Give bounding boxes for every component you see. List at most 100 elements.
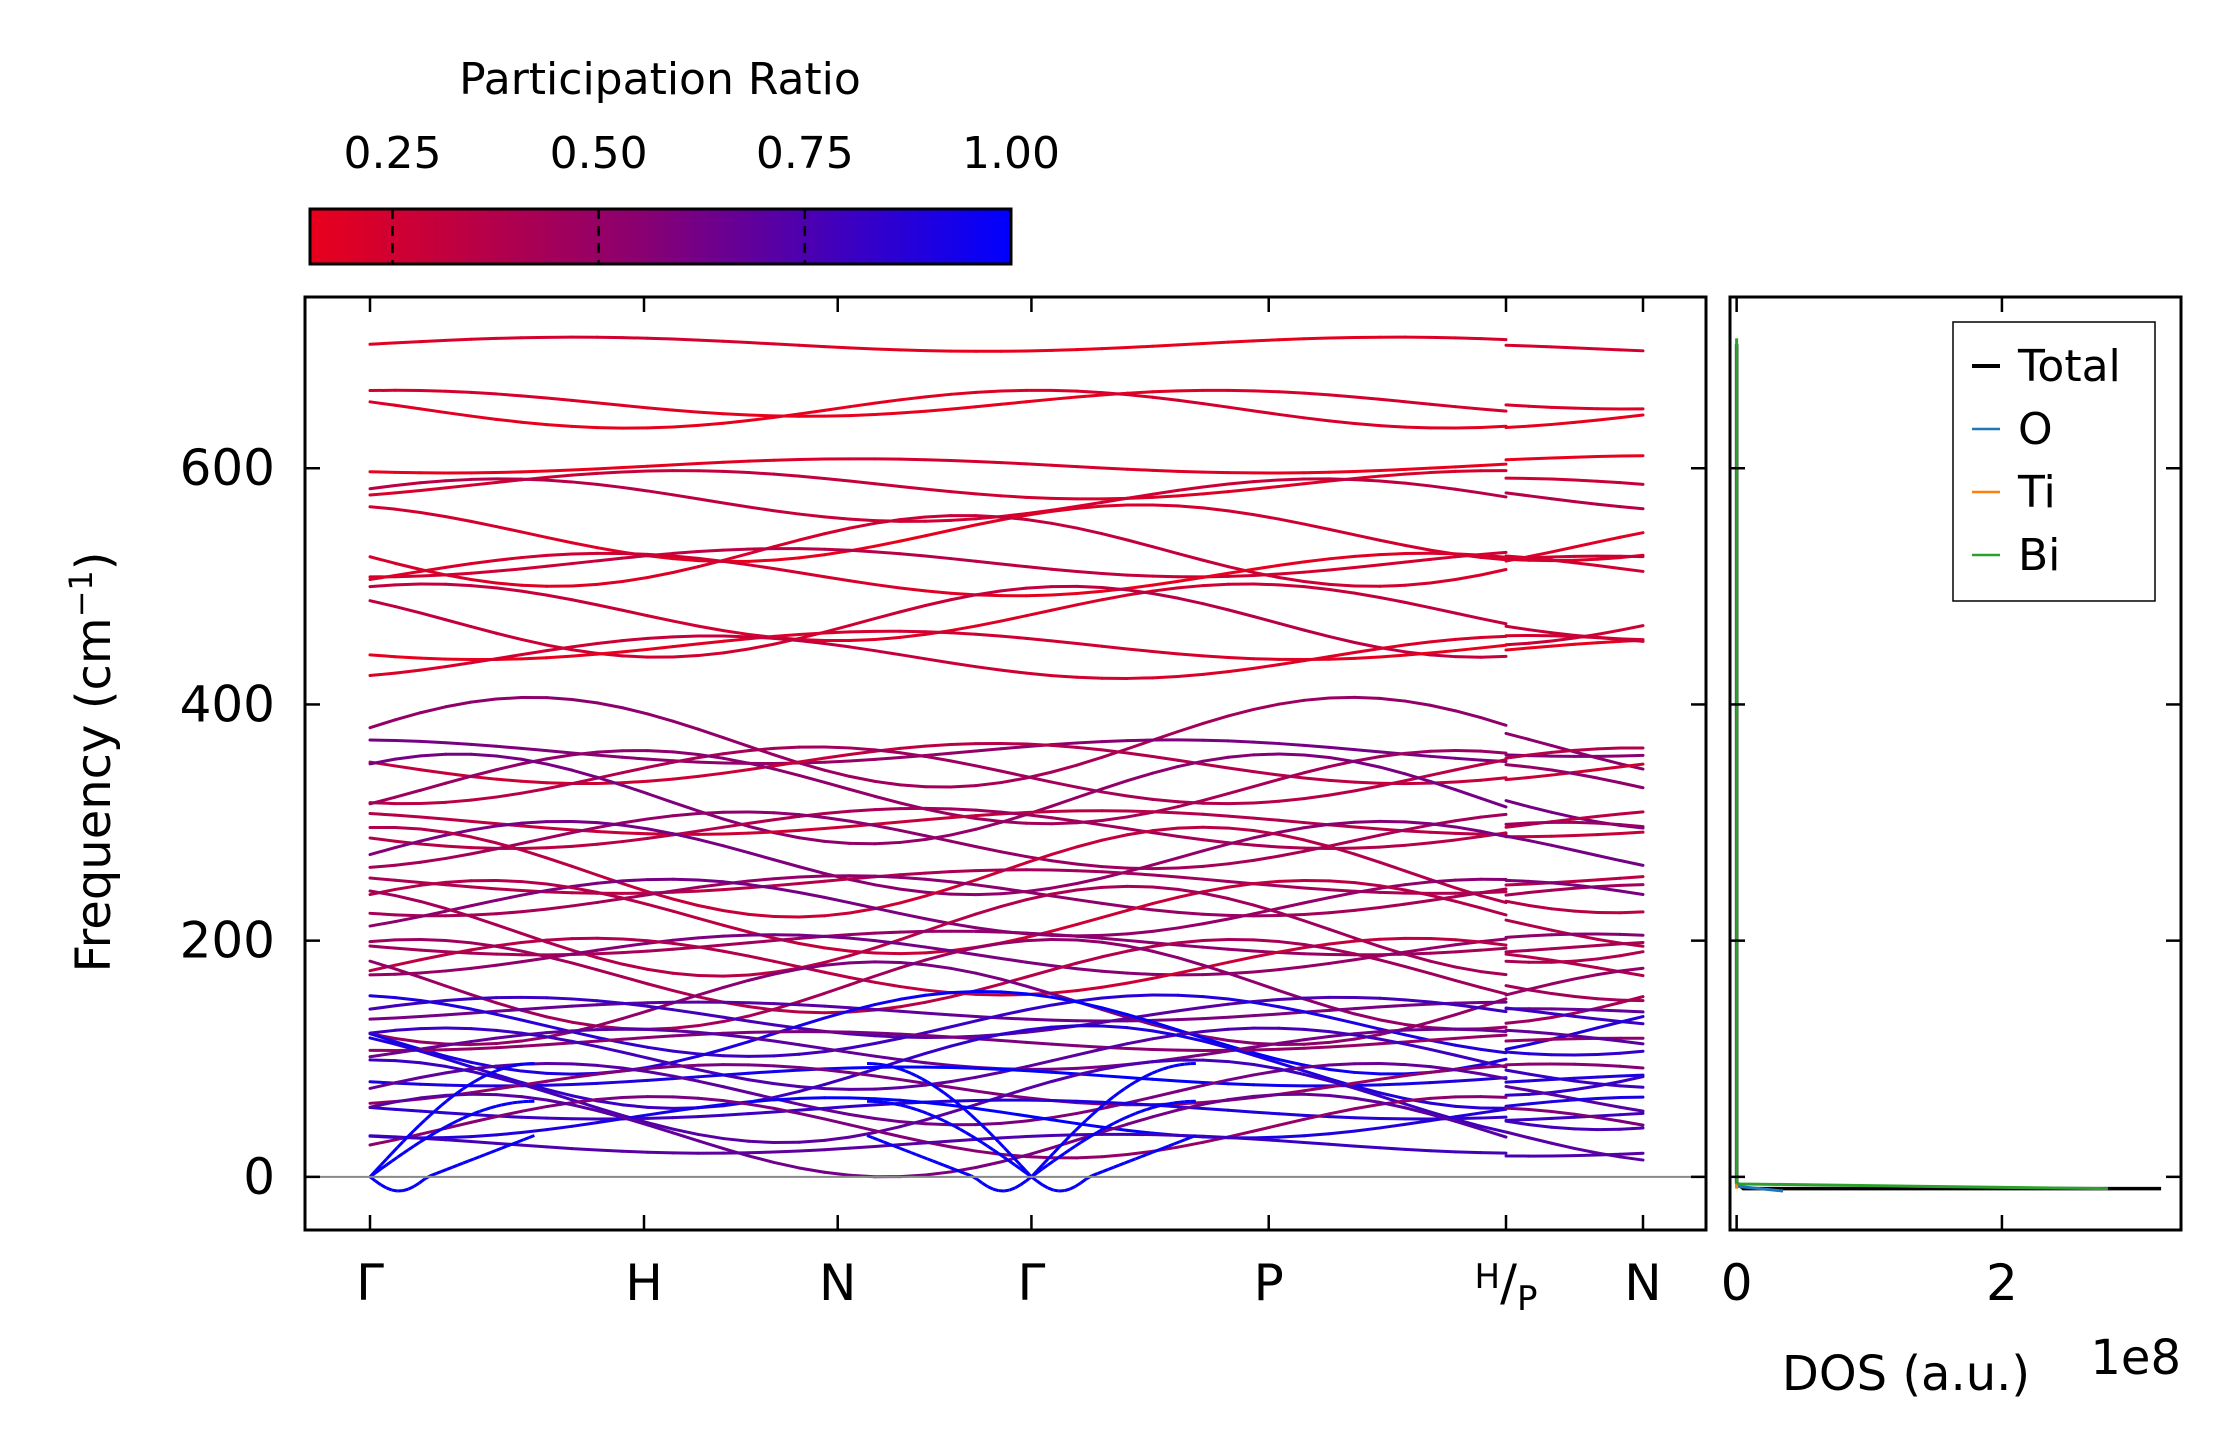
band-46-seg	[999, 1119, 1028, 1125]
band-48-seg	[444, 1111, 473, 1117]
band-29-seg	[1050, 888, 1079, 896]
band-11-seg	[1226, 608, 1256, 619]
band-5-seg	[1573, 500, 1599, 506]
band-21-seg	[1201, 838, 1230, 845]
band-7-seg	[1226, 565, 1256, 574]
acoustic-branch-2-seg	[1035, 1163, 1044, 1172]
band-15-seg	[1403, 752, 1432, 758]
band-38-seg	[1454, 1043, 1483, 1051]
band-39-seg	[898, 993, 927, 1001]
band-43-seg	[949, 1038, 978, 1048]
band-13-seg	[873, 649, 902, 657]
band-42-seg	[1201, 1027, 1230, 1033]
acoustic-branch-2-seg	[1123, 1083, 1131, 1090]
band-5-seg	[418, 479, 448, 485]
band-45-seg	[1479, 1064, 1508, 1069]
band-13-seg	[1353, 647, 1382, 655]
band-18-seg	[418, 781, 448, 792]
band-24-seg	[822, 911, 852, 918]
band-22-seg	[1504, 821, 1531, 826]
acoustic-branch-0-seg	[1140, 1153, 1148, 1159]
band-40-seg	[469, 1046, 498, 1051]
band-5-seg	[1327, 477, 1357, 482]
acoustic-branch-2-seg	[484, 1071, 492, 1078]
band-8-seg	[1378, 560, 1407, 567]
band-14-seg	[1527, 737, 1554, 748]
band-6-seg	[1573, 557, 1599, 562]
acoustic-branch-0-seg	[1091, 1172, 1098, 1178]
band-18-seg	[671, 750, 700, 757]
band-46-seg	[1454, 1068, 1483, 1076]
band-0-seg	[418, 338, 448, 344]
band-46-seg	[848, 1112, 877, 1121]
band-0-seg	[747, 341, 776, 346]
band-15-seg	[368, 738, 397, 742]
band-22-seg	[772, 811, 801, 817]
acoustic-branch-1-seg	[490, 1104, 497, 1110]
band-42-seg	[1226, 1026, 1256, 1031]
band-49-seg	[1050, 1118, 1079, 1126]
band-42-seg	[1573, 1079, 1599, 1086]
band-43-seg	[1428, 1101, 1458, 1108]
acoustic-branch-0-seg	[992, 1187, 999, 1193]
band-27-seg	[1454, 877, 1483, 882]
acoustic-branch-1-seg	[1118, 1116, 1126, 1123]
band-9-seg	[1595, 564, 1622, 570]
band-1-seg	[822, 414, 852, 418]
acoustic-branch-1-seg	[479, 1108, 486, 1113]
band-3-seg	[1353, 469, 1382, 473]
band-8-seg	[797, 547, 826, 551]
band-45-seg	[469, 1087, 498, 1095]
band-26-seg	[999, 886, 1028, 894]
band-26-seg	[1550, 886, 1577, 892]
band-11-seg	[393, 605, 422, 615]
band-7-seg	[1454, 573, 1483, 582]
band-27-seg	[1176, 922, 1205, 930]
band-19-seg	[1428, 779, 1458, 792]
band-19-seg	[1527, 805, 1554, 814]
band-17-seg	[1595, 746, 1622, 751]
band-24-seg	[1504, 899, 1531, 907]
band-18-seg	[1479, 749, 1508, 755]
band-18-seg	[1504, 763, 1531, 769]
band-40-seg	[1353, 1042, 1382, 1047]
acoustic-branch-1-seg	[904, 1104, 912, 1110]
acoustic-branch-0-seg	[528, 1134, 535, 1140]
band-14-seg	[1479, 716, 1508, 727]
band-16-seg	[469, 774, 498, 781]
band-33-seg	[1573, 995, 1599, 1001]
band-0-seg	[1252, 338, 1281, 343]
band-13-seg	[974, 665, 1003, 672]
band-13-seg	[545, 645, 574, 653]
band-49-seg	[898, 1098, 927, 1104]
acoustic-branch-0-seg	[435, 1170, 442, 1176]
band-19-seg	[418, 752, 448, 758]
band-15-seg	[545, 749, 574, 755]
band-5-seg	[393, 481, 422, 487]
band-12-seg	[1504, 646, 1531, 652]
band-27-seg	[848, 901, 877, 910]
band-16-seg	[1595, 765, 1622, 772]
band-43-seg	[1618, 1075, 1645, 1084]
band-41-seg	[418, 1043, 448, 1051]
band-38-seg	[1302, 1010, 1331, 1019]
band-49-seg	[797, 1096, 826, 1100]
acoustic-branch-0-seg	[877, 1138, 885, 1144]
band-38-seg	[1277, 1005, 1306, 1014]
band-18-seg	[1378, 751, 1407, 759]
band-8-seg	[1550, 554, 1577, 559]
band-0-seg	[1151, 343, 1180, 348]
band-1-seg	[494, 392, 523, 398]
band-37-seg	[1176, 1005, 1205, 1013]
band-13-seg	[1479, 634, 1508, 639]
band-30-seg	[747, 939, 776, 945]
band-4-seg	[393, 489, 422, 495]
band-29-seg	[620, 962, 650, 971]
acoustic-branch-1-seg	[1074, 1141, 1082, 1148]
band-34-seg	[1226, 971, 1256, 984]
band-6-seg	[1353, 533, 1382, 542]
band-43-seg	[898, 1051, 927, 1063]
band-21-seg	[1378, 843, 1407, 849]
band-16-seg	[1125, 751, 1155, 758]
band-39-seg	[797, 1016, 826, 1028]
